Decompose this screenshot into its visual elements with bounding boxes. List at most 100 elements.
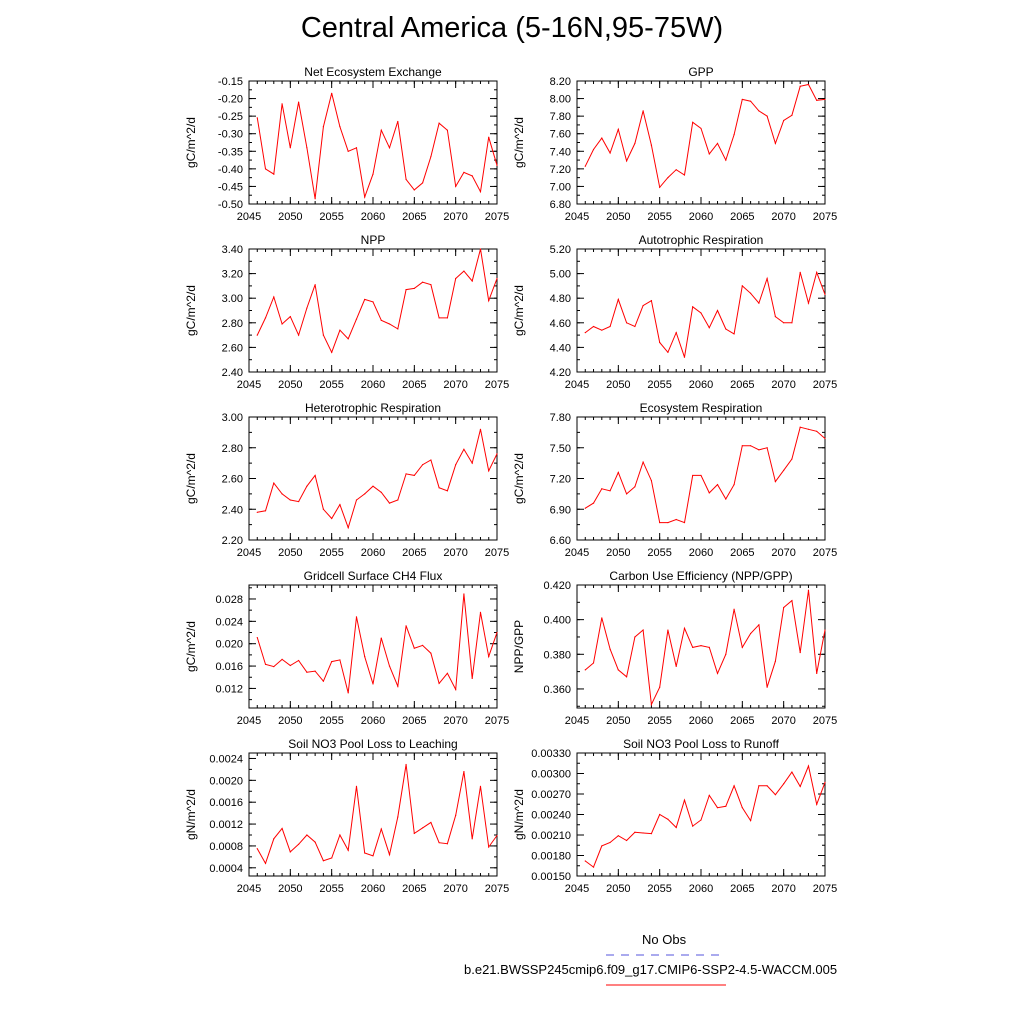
data-point — [741, 285, 743, 287]
y-tick-label: 0.380 — [543, 649, 571, 661]
x-tick-label: 2060 — [689, 547, 713, 559]
data-point — [422, 827, 424, 829]
data-point — [725, 805, 727, 807]
y-tick-label: -0.15 — [218, 76, 243, 88]
data-point — [791, 771, 793, 773]
data-point — [683, 627, 686, 629]
y-tick-label: 2.20 — [222, 535, 243, 547]
y-tick-label: -0.30 — [218, 129, 243, 141]
data-point — [758, 624, 760, 626]
y-tick-label: 0.00270 — [531, 789, 571, 801]
data-point — [601, 137, 603, 139]
series-line — [256, 248, 498, 354]
data-point — [463, 270, 465, 272]
data-point — [479, 191, 482, 193]
y-tick-label: 6.90 — [550, 504, 571, 516]
x-tick-label: 2055 — [319, 379, 343, 391]
data-point — [725, 653, 727, 655]
x-tick-label: 2065 — [402, 883, 426, 895]
data-point — [413, 647, 415, 649]
panel-frame — [248, 416, 498, 541]
data-point — [766, 785, 768, 787]
data-point — [347, 527, 349, 529]
data-point — [659, 186, 661, 188]
data-point — [314, 841, 316, 843]
y-tick-label: -0.50 — [218, 199, 243, 211]
panel-2: GPP gC/m^2/d 2045 2050 2055 2060 2065 2070 2075 8… — [512, 65, 837, 223]
data-point — [592, 148, 595, 151]
data-point — [397, 328, 399, 330]
y-tick-label: 0.400 — [543, 615, 571, 627]
x-tick-label: 2050 — [606, 883, 630, 895]
data-point — [766, 686, 768, 688]
x-tick-label: 2045 — [237, 379, 261, 391]
data-point — [339, 504, 341, 506]
data-point — [750, 632, 752, 635]
x-tick-label: 2055 — [647, 211, 671, 223]
data-point — [774, 480, 777, 483]
y-tick-label: 7.40 — [550, 146, 571, 158]
data-point — [592, 502, 595, 504]
x-tick-label: 2075 — [485, 211, 509, 223]
data-point — [683, 521, 686, 524]
y-tick-label: -0.35 — [218, 146, 243, 158]
y-tick-label: -0.25 — [218, 111, 243, 123]
data-point — [372, 855, 374, 857]
data-point — [758, 449, 760, 451]
series-line — [256, 593, 498, 694]
data-point — [314, 670, 316, 672]
data-point — [716, 672, 719, 674]
data-point — [455, 277, 457, 280]
data-point — [766, 447, 768, 449]
data-point — [339, 126, 341, 128]
data-point — [430, 821, 432, 824]
data-point — [741, 445, 743, 447]
x-tick-label: 2050 — [606, 211, 630, 223]
y-tick-label: 7.20 — [550, 164, 571, 176]
series-line — [584, 590, 826, 707]
data-point — [700, 645, 702, 647]
panel-title: NPP — [361, 233, 386, 247]
data-point — [306, 485, 308, 487]
x-tick-label: 2075 — [813, 547, 837, 559]
data-point — [256, 636, 258, 639]
data-point — [675, 665, 677, 668]
y-tick-label: 0.0024 — [209, 753, 243, 765]
data-point — [273, 173, 275, 175]
panel-10: Soil NO3 Pool Loss to Runoff gN/m^2/d 2045… — [512, 737, 837, 895]
data-point — [650, 833, 653, 835]
data-point — [471, 462, 473, 464]
x-tick-label: 2070 — [771, 883, 795, 895]
series-line — [585, 764, 826, 868]
y-tick-label: 0.020 — [215, 639, 243, 651]
x-tick-label: 2075 — [813, 715, 837, 727]
data-point — [626, 676, 628, 678]
data-point — [331, 857, 333, 859]
panel-title: Heterotrophic Respiration — [305, 401, 441, 415]
legend-obs-label: No Obs — [642, 932, 687, 947]
data-point — [455, 688, 457, 691]
data-point — [355, 147, 358, 149]
data-point — [372, 683, 374, 685]
y-tick-label: 7.00 — [550, 181, 571, 193]
data-point — [807, 765, 810, 767]
data-point — [339, 659, 341, 661]
data-point — [783, 606, 785, 609]
data-point — [405, 625, 407, 627]
data-point — [322, 860, 324, 862]
data-point — [322, 680, 324, 682]
x-tick-label: 2045 — [565, 547, 589, 559]
y-tick-label: 4.20 — [550, 367, 571, 379]
data-point — [675, 826, 677, 829]
y-axis-label: gN/m^2/d — [184, 789, 198, 840]
data-point — [364, 493, 366, 495]
x-tick-label: 2045 — [237, 211, 261, 223]
data-point — [733, 333, 735, 335]
x-tick-label: 2045 — [237, 547, 261, 559]
data-point — [380, 129, 382, 131]
data-point — [816, 803, 818, 805]
data-point — [634, 325, 636, 328]
series-line — [584, 83, 826, 189]
data-point — [584, 332, 586, 334]
